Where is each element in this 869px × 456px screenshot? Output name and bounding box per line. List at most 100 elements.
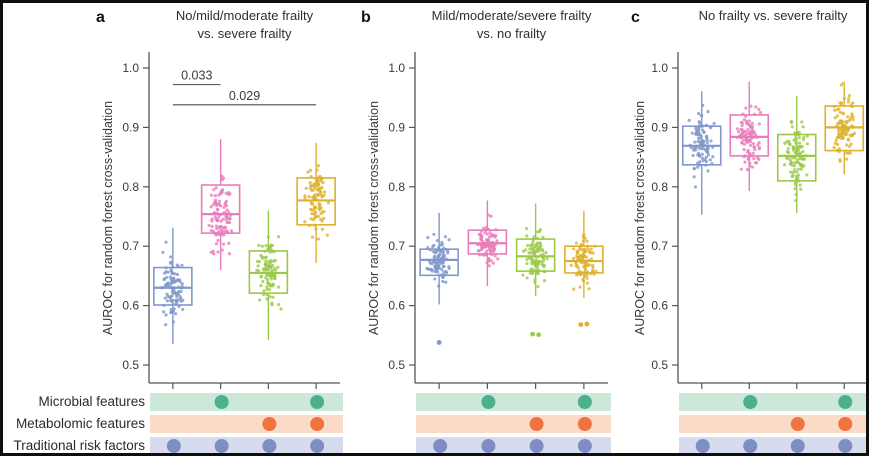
jitter-point xyxy=(786,150,791,155)
jitter-point xyxy=(791,173,795,178)
jitter-point xyxy=(579,247,583,252)
y-tick-label: 0.9 xyxy=(388,120,405,134)
jitter-point xyxy=(578,285,582,289)
matrix-dot xyxy=(790,439,805,453)
jitter-point xyxy=(432,255,436,259)
jitter-point xyxy=(479,237,484,242)
jitter-point xyxy=(212,252,216,256)
jitter-point xyxy=(279,307,283,311)
jitter-point xyxy=(744,138,749,142)
jitter-point xyxy=(794,136,798,140)
jitter-point xyxy=(745,168,750,172)
jitter-point xyxy=(226,220,230,225)
jitter-point xyxy=(530,262,534,266)
jitter-point xyxy=(574,241,579,245)
jitter-point xyxy=(795,158,799,162)
jitter-point xyxy=(585,281,589,285)
matrix-dot xyxy=(310,395,325,409)
jitter-point xyxy=(227,241,231,245)
jitter-point xyxy=(847,151,851,155)
jitter-point xyxy=(216,250,220,254)
jitter-point xyxy=(841,136,845,140)
jitter-point xyxy=(851,115,855,119)
jitter-point xyxy=(581,239,585,243)
box xyxy=(515,238,556,272)
jitter-point xyxy=(267,261,271,265)
matrix-band xyxy=(679,437,866,453)
jitter-point xyxy=(314,215,318,219)
jitter-point xyxy=(696,136,701,140)
matrix-band xyxy=(679,415,866,433)
jitter-point xyxy=(521,273,525,277)
jitter-point xyxy=(791,170,796,175)
jitter-point xyxy=(313,206,317,210)
jitter-point xyxy=(849,142,853,146)
jitter-point xyxy=(834,138,838,143)
y-tick-label: 0.8 xyxy=(651,180,668,194)
jitter-point xyxy=(493,243,497,247)
jitter-point xyxy=(164,270,168,274)
jitter-point xyxy=(584,249,588,253)
jitter-point xyxy=(792,138,796,142)
matrix-dot xyxy=(481,439,496,453)
jitter-point xyxy=(798,141,802,145)
jitter-point xyxy=(530,257,534,262)
jitter-point xyxy=(753,161,758,165)
jitter-point xyxy=(691,153,695,158)
jitter-point xyxy=(318,208,322,212)
jitter-point xyxy=(437,266,441,270)
matrix-band xyxy=(150,393,343,411)
jitter-point xyxy=(742,138,746,142)
jitter-point xyxy=(178,278,182,282)
jitter-point xyxy=(703,157,707,162)
jitter-point xyxy=(224,215,228,219)
jitter-point xyxy=(581,235,585,239)
jitter-point xyxy=(166,281,170,285)
jitter-point xyxy=(542,258,546,262)
jitter-point xyxy=(432,232,436,236)
jitter-point xyxy=(277,285,281,289)
jitter-point xyxy=(228,192,232,196)
jitter-point xyxy=(436,245,441,250)
jitter-point xyxy=(265,266,269,270)
jitter-point xyxy=(483,231,487,235)
jitter-point xyxy=(433,251,437,255)
jitter-point xyxy=(273,276,277,281)
jitter-point xyxy=(541,235,545,239)
jitter-point xyxy=(312,208,316,212)
box xyxy=(200,184,241,234)
jitter-point xyxy=(524,227,529,231)
jitter-point xyxy=(850,112,854,116)
matrix-dot xyxy=(529,417,544,431)
jitter-point xyxy=(801,137,806,142)
jitter-point xyxy=(175,272,180,277)
jitter-point xyxy=(845,143,849,147)
jitter-point xyxy=(220,248,224,252)
y-tick-label: 0.9 xyxy=(651,120,668,134)
jitter-point xyxy=(257,260,262,264)
jitter-point xyxy=(221,217,225,221)
jitter-point xyxy=(785,140,789,144)
jitter-point xyxy=(444,271,449,275)
jitter-point xyxy=(587,287,591,291)
jitter-point xyxy=(164,240,168,244)
matrix-dot xyxy=(695,439,710,453)
jitter-point xyxy=(440,267,444,272)
jitter-point xyxy=(798,152,802,156)
jitter-point xyxy=(177,289,181,294)
figure-canvas: 1.0 0.9 0.8 0.7 0.6 0.5 0.033 0.029 1.0 0.9 0.8 0.7… xyxy=(122,52,866,453)
jitter-point xyxy=(311,218,316,222)
jitter-point xyxy=(259,253,263,257)
matrix-dot xyxy=(310,417,325,431)
jitter-point xyxy=(528,247,532,251)
jitter-point xyxy=(311,188,315,192)
jitter-point xyxy=(318,192,322,197)
jitter-point xyxy=(277,302,281,307)
jitter-point xyxy=(322,216,326,220)
jitter-point xyxy=(791,145,795,149)
panel-letter-c: c xyxy=(631,9,640,26)
y-tick-label: 0.7 xyxy=(651,239,668,253)
jitter-point xyxy=(269,243,273,247)
jitter-point xyxy=(706,147,710,151)
